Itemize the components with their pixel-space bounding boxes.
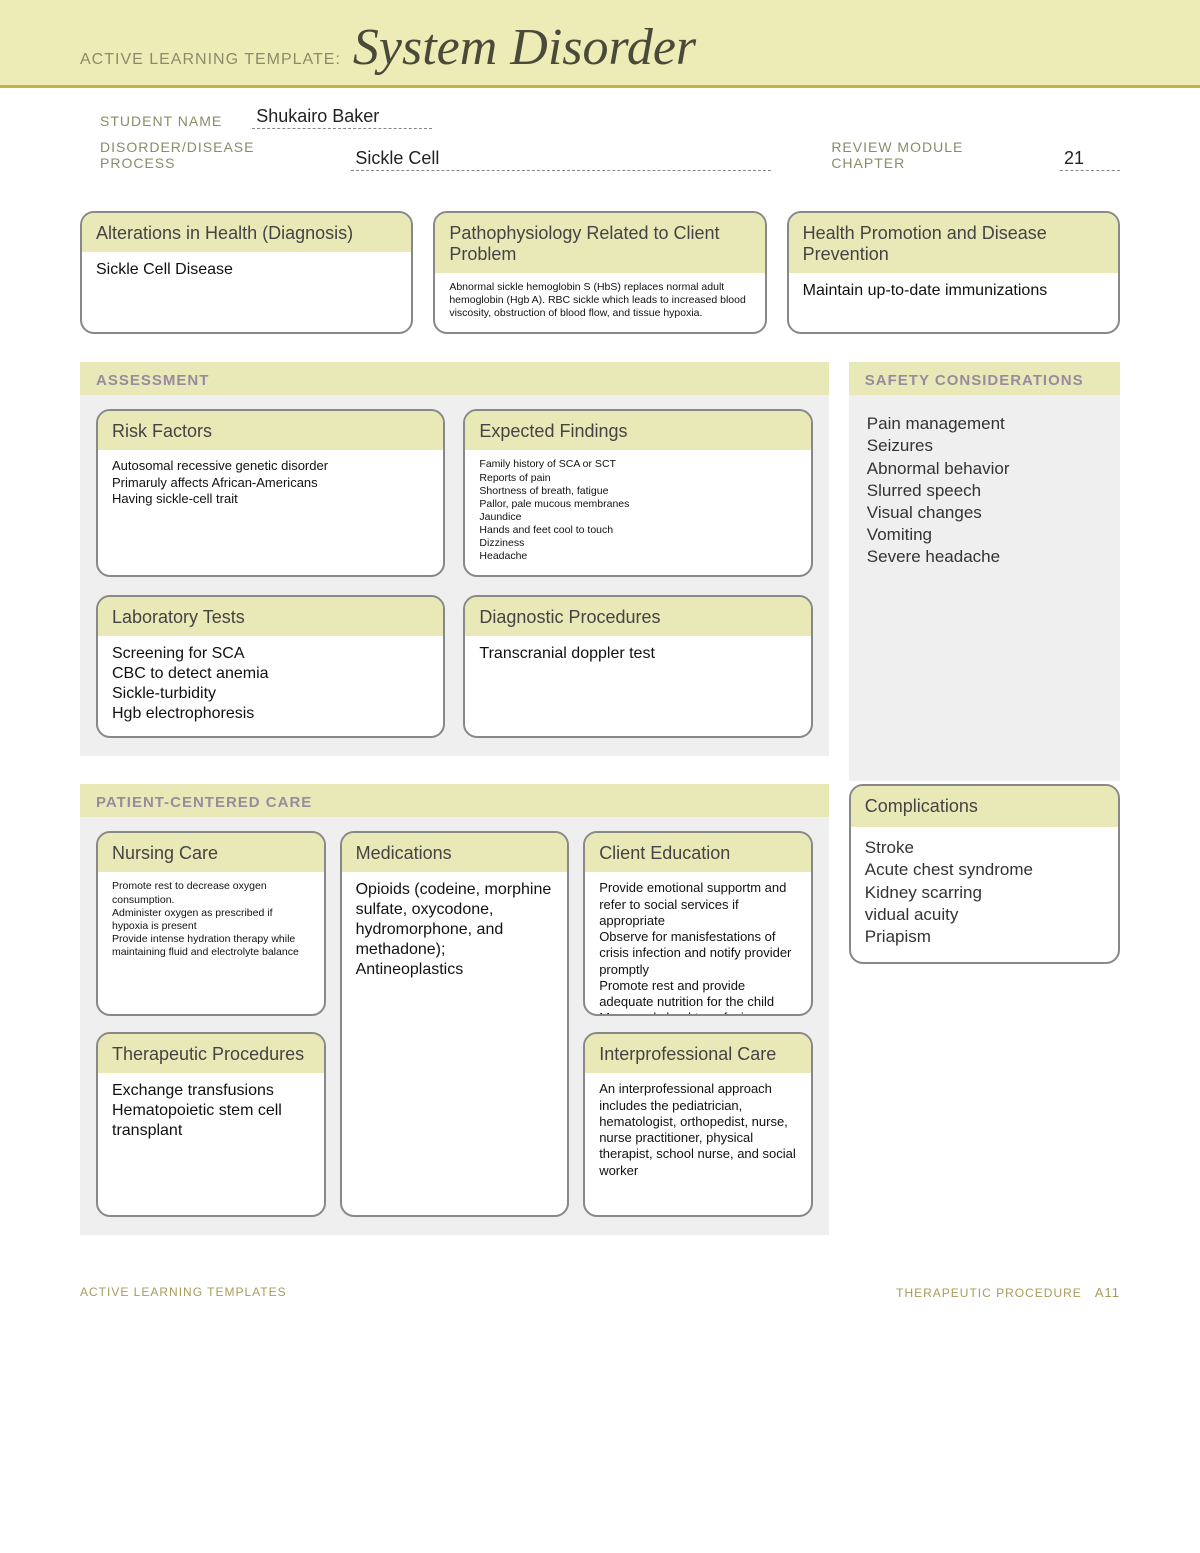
patho-head: Pathophysiology Related to Client Proble… — [435, 213, 764, 273]
edu-card: Client Education Provide emotional suppo… — [583, 831, 813, 1016]
promo-body: Maintain up-to-date immunizations — [789, 273, 1118, 313]
student-name-value: Shukairo Baker — [252, 106, 432, 129]
safety-title: SAFETY CONSIDERATIONS — [865, 372, 1104, 389]
chapter-value: 21 — [1060, 148, 1120, 171]
labs-body: Screening for SCA CBC to detect anemia S… — [98, 636, 443, 736]
chapter-label: REVIEW MODULE CHAPTER — [831, 139, 1030, 171]
inter-card: Interprofessional Care An interprofessio… — [583, 1032, 813, 1217]
risk-card: Risk Factors Autosomal recessive genetic… — [96, 409, 445, 577]
promo-card: Health Promotion and Disease Prevention … — [787, 211, 1120, 334]
pcc-section: Nursing Care Promote rest to decrease ox… — [80, 817, 829, 1235]
footer-left: ACTIVE LEARNING TEMPLATES — [80, 1285, 287, 1300]
template-label: ACTIVE LEARNING TEMPLATE: — [80, 51, 341, 69]
edu-body: Provide emotional supportm and refer to … — [585, 872, 811, 1016]
inter-body: An interprofessional approach includes t… — [585, 1073, 811, 1191]
expected-body: Family history of SCA or SCT Reports of … — [465, 450, 810, 575]
meds-card: Medications Opioids (codeine, morphine s… — [340, 831, 570, 1217]
nursing-body: Promote rest to decrease oxygen consumpt… — [98, 872, 324, 971]
edu-head: Client Education — [585, 833, 811, 872]
safety-body: Pain management Seizures Abnormal behavi… — [865, 409, 1104, 572]
assessment-row: ASSESSMENT Risk Factors Autosomal recess… — [80, 362, 1120, 784]
diag-card: Diagnostic Procedures Transcranial doppl… — [463, 595, 812, 738]
disease-value: Sickle Cell — [351, 148, 771, 171]
nursing-card: Nursing Care Promote rest to decrease ox… — [96, 831, 326, 1016]
diagnosis-body: Sickle Cell Disease — [82, 252, 411, 292]
inter-head: Interprofessional Care — [585, 1034, 811, 1073]
pcc-row: PATIENT-CENTERED CARE Nursing Care Promo… — [80, 784, 1120, 1235]
meta-block: STUDENT NAME Shukairo Baker DISORDER/DIS… — [0, 88, 1200, 211]
assessment-title: ASSESSMENT — [96, 372, 813, 389]
student-name-label: STUDENT NAME — [100, 113, 222, 129]
page: ACTIVE LEARNING TEMPLATE: System Disorde… — [0, 0, 1200, 1340]
diagnosis-head: Alterations in Health (Diagnosis) — [82, 213, 411, 252]
diagnosis-card: Alterations in Health (Diagnosis) Sickle… — [80, 211, 413, 334]
footer-page: A11 — [1095, 1285, 1120, 1300]
thera-card: Therapeutic Procedures Exchange transfus… — [96, 1032, 326, 1217]
page-title: System Disorder — [353, 18, 696, 77]
thera-head: Therapeutic Procedures — [98, 1034, 324, 1073]
thera-body: Exchange transfusions Hematopoietic stem… — [98, 1073, 324, 1153]
nursing-head: Nursing Care — [98, 833, 324, 872]
meds-body: Opioids (codeine, morphine sulfate, oxyc… — [342, 872, 568, 992]
diag-head: Diagnostic Procedures — [465, 597, 810, 636]
safety-section: Pain management Seizures Abnormal behavi… — [849, 395, 1120, 781]
patho-card: Pathophysiology Related to Client Proble… — [433, 211, 766, 334]
labs-card: Laboratory Tests Screening for SCA CBC t… — [96, 595, 445, 738]
labs-head: Laboratory Tests — [98, 597, 443, 636]
risk-head: Risk Factors — [98, 411, 443, 450]
complications-body: Stroke Acute chest syndrome Kidney scarr… — [851, 827, 1118, 961]
patho-body: Abnormal sickle hemoglobin S (HbS) repla… — [435, 273, 764, 332]
expected-card: Expected Findings Family history of SCA … — [463, 409, 812, 577]
assessment-section: Risk Factors Autosomal recessive genetic… — [80, 395, 829, 756]
top-card-row: Alterations in Health (Diagnosis) Sickle… — [80, 211, 1120, 334]
disease-label: DISORDER/DISEASE PROCESS — [100, 139, 321, 171]
footer: ACTIVE LEARNING TEMPLATES THERAPEUTIC PR… — [0, 1235, 1200, 1300]
footer-right-label: THERAPEUTIC PROCEDURE — [896, 1286, 1082, 1300]
pcc-title: PATIENT-CENTERED CARE — [96, 794, 813, 811]
diag-body: Transcranial doppler test — [465, 636, 810, 676]
expected-head: Expected Findings — [465, 411, 810, 450]
banner: ACTIVE LEARNING TEMPLATE: System Disorde… — [0, 0, 1200, 85]
meds-head: Medications — [342, 833, 568, 872]
complications-card: Complications Stroke Acute chest syndrom… — [849, 784, 1120, 963]
promo-head: Health Promotion and Disease Prevention — [789, 213, 1118, 273]
complications-head: Complications — [851, 786, 1118, 827]
risk-body: Autosomal recessive genetic disorder Pri… — [98, 450, 443, 519]
